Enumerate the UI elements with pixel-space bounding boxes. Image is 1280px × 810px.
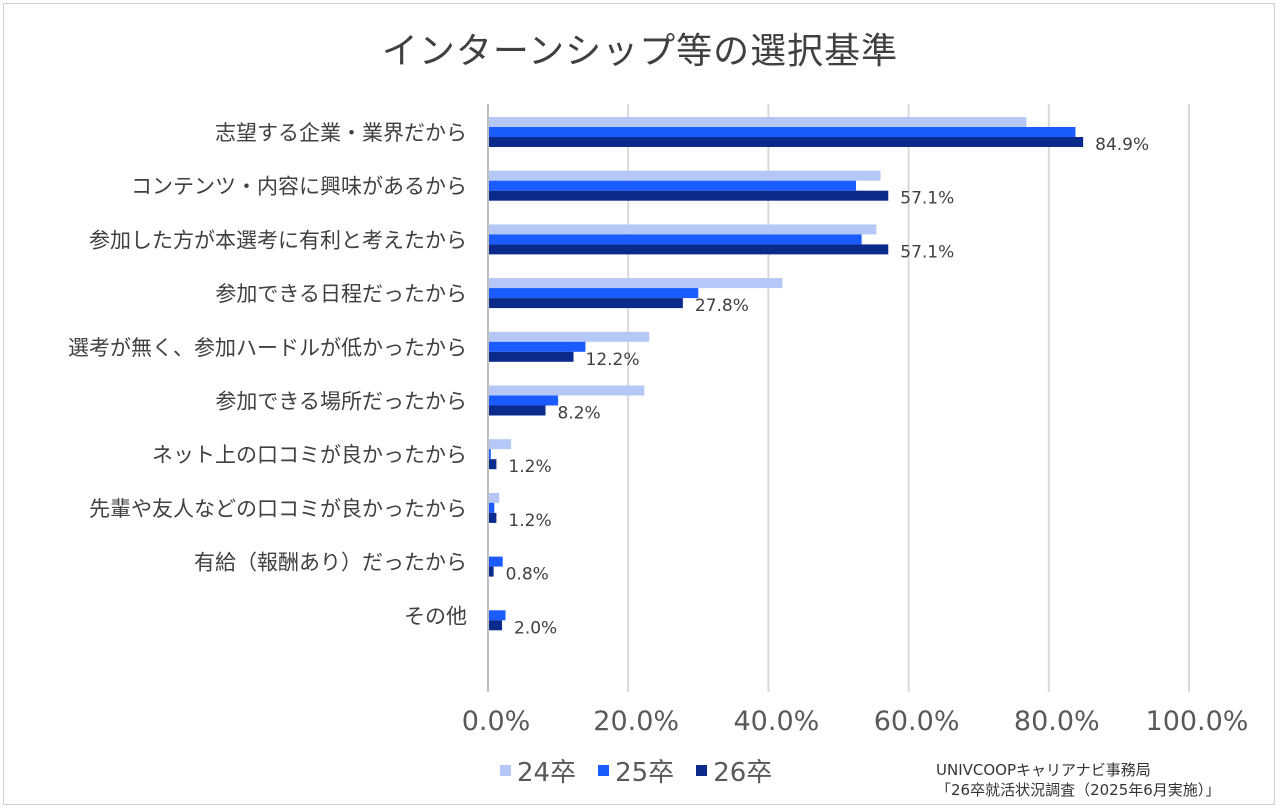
bar [488,395,559,406]
bar [488,127,1076,137]
bar [488,180,857,191]
category-label: 選考が無く、参加ハードルが低かったから [68,336,467,360]
bar [488,502,495,513]
legend-swatch-25 [598,765,610,776]
legend-item-25: 25卒 [598,752,674,789]
bar [488,439,512,450]
x-tick-label: 100.0% [1146,706,1249,737]
category-label: コンテンツ・内容に興味があるから [131,175,467,199]
bar [488,278,783,289]
bar [488,331,650,342]
bar [488,620,503,631]
x-tick-label: 0.0% [462,706,531,737]
x-tick-label: 20.0% [593,706,679,737]
category-label: 有給（報酬あり）だったから [194,551,467,575]
x-tick-label: 80.0% [1014,706,1100,737]
bar [488,459,497,470]
bar [488,449,491,460]
category-label: 参加できる日程だったから [215,282,467,306]
bar [488,566,494,577]
category-label: 志望する企業・業界だから [215,121,467,145]
data-label: 1.2% [508,457,551,477]
data-label: 84.9% [1095,135,1149,155]
legend-swatch-26 [696,765,708,776]
bar [488,288,699,299]
data-label: 27.8% [695,296,749,316]
bar [488,341,586,352]
chart-title: インターンシップ等の選択基準 [381,31,899,72]
bar [488,610,506,621]
data-label: 57.1% [900,189,954,209]
bar [488,298,683,309]
bar [488,190,889,201]
x-tick-label: 60.0% [874,706,960,737]
data-label: 8.2% [557,404,600,424]
source-line-1: UNIVCOOPキャリアナビ事務局 [936,761,1151,779]
bar [488,234,862,245]
bar [488,556,503,567]
category-label: ネット上の口コミが良かったから [152,443,467,467]
data-label: 1.2% [508,511,551,531]
category-label: 参加した方が本選考に有利と考えたから [89,228,467,252]
bar [488,224,877,235]
x-tick-label: 40.0% [734,706,820,737]
data-label: 57.1% [900,242,954,262]
legend-item-26: 26卒 [696,752,772,789]
legend-label-26: 26卒 [713,758,773,788]
data-label: 12.2% [586,350,640,370]
legend-label-25: 25卒 [615,758,675,788]
source-note: UNIVCOOPキャリアナビ事務局 「26卒就活状況調査（2025年6月実施）」 [936,760,1220,800]
data-label: 0.8% [506,565,549,585]
bar [488,117,1027,127]
bar [488,385,645,396]
legend-label-24: 24卒 [517,758,577,788]
source-line-2: 「26卒就活状況調査（2025年6月実施）」 [936,781,1221,799]
data-label: 2.0% [514,618,557,638]
bar [488,244,889,255]
category-label: 参加できる場所だったから [215,390,467,414]
legend-item-24: 24卒 [500,752,576,789]
bar [488,512,497,523]
bar [488,351,574,362]
bar [488,137,1084,147]
bar [488,405,546,416]
legend: 24卒 25卒 26卒 [500,752,772,789]
bar [488,170,881,181]
legend-swatch-24 [500,765,511,776]
category-label: 先輩や友人などの口コミが良かったから [89,497,467,521]
bar [488,492,500,503]
category-label: その他 [404,604,467,628]
